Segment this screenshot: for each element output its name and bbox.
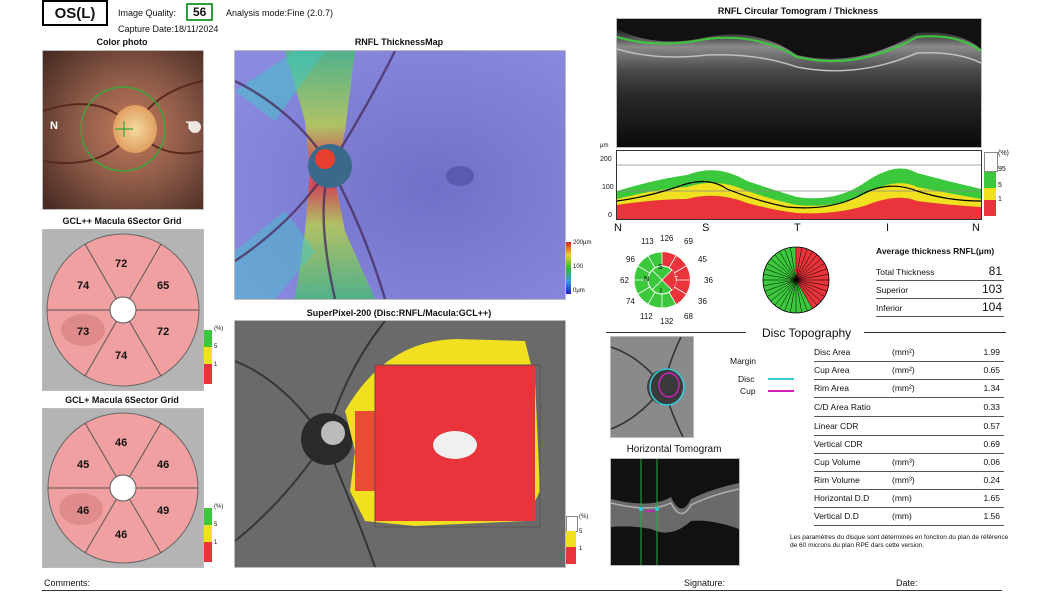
tsnit-x-t: T	[794, 222, 801, 234]
clock-val-12: 126	[660, 234, 674, 243]
superpixel-title: SuperPixel-200 (Disc:RNFL/Macula:GCL++)	[306, 308, 492, 318]
disc-topo-image	[610, 336, 694, 438]
rnfl-thickness-map	[234, 50, 566, 300]
eye-indicator: OS(L)	[42, 0, 108, 26]
color-photo-title: Color photo	[96, 37, 148, 47]
avg-row-inferior: Inferior 104	[876, 298, 1004, 317]
disc-line-swatch	[768, 378, 794, 380]
gclp-legend: (%) 5 1	[204, 504, 224, 568]
tsnit-y100: 100	[602, 184, 614, 191]
disc-note: Les paramètres du disque sont déterminés…	[790, 534, 1009, 549]
gclpp-val-top: 72	[115, 258, 128, 270]
image-quality-label: Image Quality:	[118, 8, 177, 18]
rnfl-color-scale: 200μm 100 0μm	[566, 240, 596, 296]
disc-topo-rule-left	[606, 332, 746, 333]
superpixel-legend: (%) 5 1	[566, 514, 588, 566]
rnfl-circular-tomogram	[616, 18, 982, 148]
gclp-val-lower-left: 46	[77, 505, 90, 517]
tomogram-title: RNFL Circular Tomogram / Thickness	[717, 6, 879, 16]
gclp-val-upper-left: 45	[77, 459, 90, 471]
gclp-val-lower-right: 49	[157, 505, 170, 517]
tsnit-y0: 0	[608, 212, 612, 219]
gclpp-val-lower-right: 72	[157, 326, 170, 338]
clock-val-4: 36	[698, 297, 707, 306]
gclpp-legend: (%) 5 1	[204, 326, 224, 390]
topo-row-linear-cdr: Linear CDR 0.57	[814, 418, 1004, 436]
photo-label-n: N	[50, 120, 58, 132]
tsnit-x-s: S	[702, 222, 710, 234]
gclp-val-top: 46	[115, 437, 128, 449]
tsnit-unit: μm	[600, 143, 609, 149]
avg-row-total: Total Thickness 81	[876, 262, 1004, 281]
tsnit-x-i: I	[886, 222, 890, 234]
topo-row-horizontal-dd: Horizontal D.D (mm) 1.65	[814, 490, 1004, 508]
disc-topo-title: Disc Topography	[762, 326, 852, 340]
date-label: Date:	[896, 578, 918, 588]
rnfl-map-title: RNFL ThicknessMap	[354, 37, 444, 47]
clock-val-11: 113	[641, 237, 654, 246]
cup-line-swatch	[768, 390, 794, 392]
avg-row-superior: Superior 103	[876, 280, 1004, 299]
topo-row-cup-area: Cup Area (mm²) 0.65	[814, 362, 1004, 380]
topo-row-cup-volume: Cup Volume (mm³) 0.06	[814, 454, 1004, 472]
topo-row-disc-area: Disc Area (mm²) 1.99	[814, 344, 1004, 362]
photo-label-t: T	[186, 120, 193, 132]
horizontal-tomogram-title: Horizontal Tomogram	[626, 444, 722, 455]
capture-date: Capture Date:18/11/2024	[118, 24, 219, 34]
clock-hour-chart: S N T I	[612, 234, 712, 326]
clock-val-2: 45	[698, 255, 707, 264]
color-fundus-photo	[42, 50, 204, 210]
comments-label: Comments:	[44, 578, 91, 588]
topo-row-vertical-dd: Vertical D.D (mm) 1.56	[814, 508, 1004, 526]
gclp-val-bottom: 46	[115, 529, 128, 541]
analysis-mode: Analysis mode:Fine (2.0.7)	[226, 8, 334, 18]
disc-topo-rule-right	[864, 332, 1006, 333]
clock-val-1: 69	[684, 237, 693, 246]
tsnit-y200: 200	[600, 156, 612, 163]
signature-label: Signature:	[684, 578, 726, 588]
clock-val-5: 68	[684, 312, 693, 321]
topo-row-rim-volume: Rim Volume (mm³) 0.24	[814, 472, 1004, 490]
gclpp-grid: 72 74 65 73 72 74	[42, 229, 204, 391]
cup-label: Cup	[740, 386, 756, 396]
tsnit-x-n2: N	[972, 222, 980, 234]
horizontal-tomogram	[610, 458, 740, 566]
gclpp-title: GCL++ Macula 6Sector Grid	[62, 216, 182, 226]
gclp-val-upper-right: 46	[157, 459, 170, 471]
topo-row-rim-area: Rim Area (mm²) 1.34	[814, 380, 1004, 398]
superpixel-map	[234, 320, 566, 568]
image-quality-value: 56	[186, 3, 214, 21]
gclpp-val-lower-left: 73	[77, 326, 90, 338]
tsnit-chart	[616, 150, 982, 220]
clock-val-3: 36	[704, 276, 713, 285]
topo-row-cd-area-ratio: C/D Area Ratio 0.33	[814, 399, 1004, 417]
clock-val-9: 62	[620, 276, 629, 285]
disc-label: Disc	[738, 374, 755, 384]
sector-pie-chart	[762, 246, 830, 314]
gclpp-val-upper-left: 74	[77, 280, 90, 292]
gclpp-val-upper-right: 65	[157, 280, 170, 292]
tsnit-legend: (%) 95 5 1	[984, 150, 1014, 218]
clock-val-6: 132	[660, 317, 674, 326]
topo-row-vertical-cdr: Vertical CDR 0.69	[814, 436, 1004, 454]
margin-label: Margin	[730, 356, 756, 366]
tsnit-x-n1: N	[614, 222, 622, 234]
average-title: Average thickness RNFL(μm)	[876, 246, 995, 256]
gclp-title: GCL+ Macula 6Sector Grid	[65, 395, 179, 405]
clock-val-10: 96	[626, 255, 635, 264]
clock-val-7: 112	[640, 312, 653, 321]
gclpp-val-bottom: 74	[115, 350, 128, 362]
footer-rule	[42, 590, 1002, 591]
gclp-grid: 46 45 46 46 49 46	[42, 408, 204, 568]
clock-val-8: 74	[626, 297, 635, 306]
